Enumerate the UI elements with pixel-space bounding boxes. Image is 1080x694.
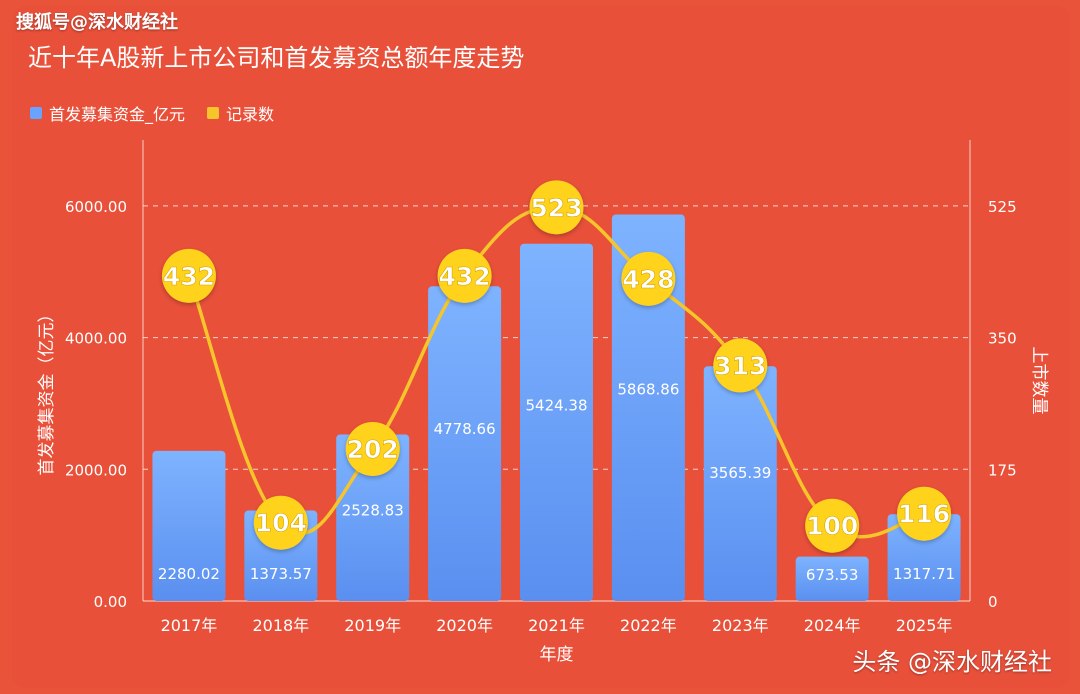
x-tick-label: 2017年 bbox=[161, 616, 218, 635]
line-marker bbox=[529, 180, 584, 235]
source-watermark: 搜狐号@深水财经社 bbox=[16, 12, 178, 33]
bar-value-label: 1317.71 bbox=[893, 565, 955, 583]
line-value-label: 313 bbox=[714, 351, 766, 380]
bar-value-label: 4778.66 bbox=[434, 420, 496, 438]
bar-2025年 bbox=[887, 514, 961, 601]
line-marker bbox=[253, 495, 308, 550]
bar-value-label: 2528.83 bbox=[342, 501, 404, 519]
y-tick-label: 4000.00 bbox=[65, 330, 127, 348]
line-value-label: 523 bbox=[530, 193, 582, 222]
y2-tick-label: 350 bbox=[988, 330, 1017, 348]
bar-2022年 bbox=[611, 214, 685, 601]
legend-item-funds[interactable]: 首发募集资金_亿元 bbox=[30, 101, 185, 125]
bar-2023年 bbox=[703, 366, 777, 601]
y2-tick-label: 525 bbox=[988, 198, 1017, 216]
x-tick-label: 2025年 bbox=[896, 616, 953, 635]
bar-2017年 bbox=[152, 450, 226, 601]
line-value-label: 116 bbox=[898, 500, 950, 529]
bar-2020年 bbox=[428, 286, 502, 601]
line-value-label: 432 bbox=[439, 262, 491, 291]
bar-value-label: 5424.38 bbox=[525, 397, 587, 415]
x-tick-label: 2020年 bbox=[436, 616, 493, 635]
x-axis-title: 年度 bbox=[540, 645, 574, 665]
line-marker bbox=[713, 338, 768, 393]
x-tick-label: 2023年 bbox=[712, 616, 769, 635]
line-value-label: 100 bbox=[806, 512, 858, 541]
x-tick-label: 2022年 bbox=[620, 616, 677, 635]
footer-watermark: 头条 @深水财经社 bbox=[852, 648, 1052, 676]
line-marker bbox=[621, 251, 676, 306]
line-marker bbox=[345, 421, 400, 476]
y-axis-title: 首发募集资金（亿元） bbox=[37, 306, 57, 476]
bar-value-label: 5868.86 bbox=[617, 380, 679, 398]
bar-2024年 bbox=[795, 556, 869, 601]
line-marker bbox=[897, 486, 952, 541]
line-marker bbox=[161, 248, 216, 303]
legend-swatch-funds bbox=[30, 107, 42, 119]
chart-title: 近十年A股新上市公司和首发募资总额年度走势 bbox=[28, 44, 525, 72]
y2-tick-label: 175 bbox=[988, 461, 1017, 479]
bar-value-label: 1373.57 bbox=[250, 565, 312, 583]
y-tick-label: 0.00 bbox=[94, 593, 127, 611]
y-tick-label: 2000.00 bbox=[65, 461, 127, 479]
bar-value-label: 2280.02 bbox=[158, 565, 220, 583]
y2-axis-title: 上市数量 bbox=[1029, 347, 1049, 415]
legend-item-count[interactable]: 记录数 bbox=[207, 101, 274, 125]
line-value-label: 202 bbox=[347, 435, 399, 464]
y2-tick-label: 0 bbox=[988, 593, 998, 611]
line-value-label: 428 bbox=[622, 265, 674, 294]
legend-label-funds: 首发募集资金_亿元 bbox=[49, 105, 186, 124]
x-tick-label: 2019年 bbox=[344, 616, 401, 635]
bar-value-label: 673.53 bbox=[806, 566, 859, 584]
line-marker bbox=[437, 248, 492, 303]
bar-value-label: 3565.39 bbox=[709, 464, 771, 482]
x-tick-label: 2018年 bbox=[252, 616, 309, 635]
legend: 首发募集资金_亿元 记录数 bbox=[30, 101, 274, 125]
legend-label-count: 记录数 bbox=[226, 105, 275, 124]
y-tick-label: 6000.00 bbox=[65, 198, 127, 216]
line-marker bbox=[805, 498, 860, 553]
legend-swatch-count bbox=[207, 107, 220, 119]
x-tick-label: 2024年 bbox=[804, 616, 861, 635]
x-tick-label: 2021年 bbox=[528, 616, 585, 635]
line-value-label: 104 bbox=[255, 509, 307, 538]
line-value-label: 432 bbox=[163, 262, 215, 291]
bar-2021年 bbox=[520, 243, 593, 601]
